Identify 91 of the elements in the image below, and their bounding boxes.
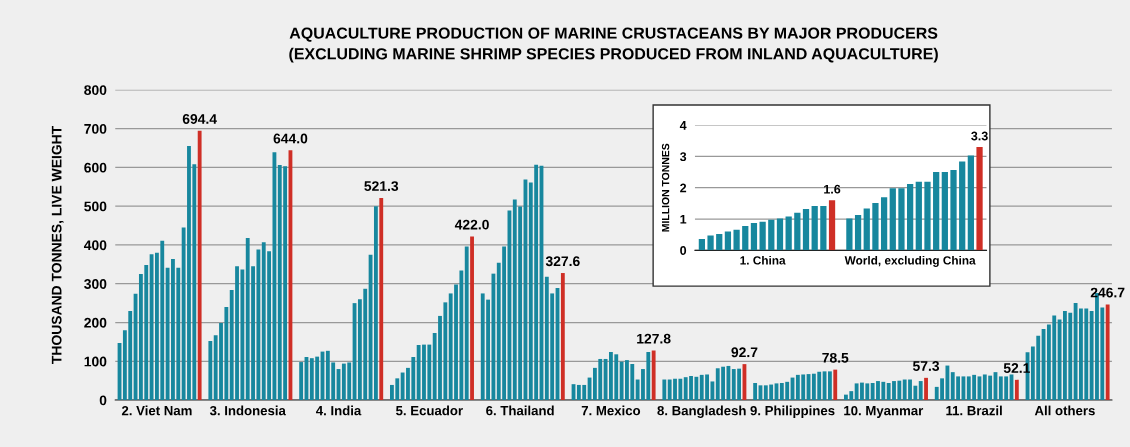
x-tick-label: World, excluding China — [844, 255, 976, 267]
x-tick-label: 10. Myanmar — [844, 405, 924, 418]
bar — [854, 214, 862, 251]
bar — [373, 206, 378, 401]
bar — [776, 218, 784, 251]
y-tick-label: 300 — [84, 279, 107, 289]
data-label: 422.0 — [454, 219, 489, 230]
x-tick-label: 8. Bangladesh — [657, 405, 746, 418]
bar — [470, 236, 474, 401]
y-tick-label: 700 — [84, 123, 107, 134]
bar — [759, 221, 766, 251]
bar — [918, 381, 923, 401]
x-tick-label: 2. Viet Nam — [121, 405, 192, 416]
bar — [898, 188, 905, 251]
bar — [208, 341, 213, 401]
x-tick-label: 7. Mexico — [581, 405, 641, 416]
bar — [753, 383, 758, 401]
data-label: 644.0 — [273, 133, 308, 144]
data-label: 57.3 — [912, 361, 940, 371]
y-axis-title: THOUSAND TONNES, LIVE WEIGHT — [51, 126, 64, 364]
x-tick-label: 3. Indonesia — [209, 405, 286, 416]
data-label: 127.8 — [637, 333, 671, 344]
bar — [889, 188, 896, 251]
y-tick-label: 2 — [680, 183, 687, 193]
data-label: 78.5 — [822, 352, 849, 363]
y-tick-label: 1 — [680, 214, 687, 224]
bar — [924, 377, 928, 401]
bar — [811, 205, 818, 251]
bar — [651, 350, 656, 401]
bar — [828, 200, 836, 251]
bar — [976, 147, 983, 251]
bar — [959, 161, 966, 251]
bar — [733, 229, 740, 251]
data-label: 92.7 — [731, 347, 758, 358]
x-tick-label: 5. Ecuador — [396, 405, 463, 416]
bar — [716, 234, 723, 251]
bar — [794, 212, 801, 251]
bar — [560, 273, 565, 401]
bar — [950, 169, 957, 251]
bar — [1014, 379, 1019, 401]
x-tick-label: All others — [1034, 405, 1095, 416]
data-label: 327.6 — [545, 256, 580, 267]
bar — [846, 218, 853, 251]
x-tick-label: 4. India — [315, 405, 362, 416]
x-tick-label: 1. China — [740, 255, 786, 265]
x-tick-label: 9. Philippines — [750, 405, 835, 418]
data-label: 694.4 — [182, 114, 217, 124]
y-axis-title: MILLION TONNES — [661, 143, 670, 232]
data-label: 521.3 — [364, 181, 399, 192]
bar — [907, 183, 914, 251]
bar — [863, 208, 870, 251]
bar — [941, 172, 948, 251]
bar — [750, 223, 758, 251]
bar — [915, 181, 922, 251]
bar — [872, 203, 879, 251]
bar — [662, 379, 667, 401]
bar — [820, 205, 827, 251]
bar — [707, 235, 714, 251]
y-tick-label: 4 — [679, 121, 687, 130]
x-tick-label: 11. Brazil — [946, 405, 1002, 416]
bar — [924, 181, 931, 251]
bar — [802, 209, 810, 251]
y-tick-label: 100 — [84, 356, 107, 367]
y-tick-label: 600 — [84, 162, 107, 173]
y-tick-label: 400 — [83, 240, 107, 251]
bar — [967, 155, 974, 251]
y-tick-label: 0 — [680, 246, 687, 255]
bar — [724, 231, 732, 251]
y-tick-label: 500 — [84, 201, 107, 212]
y-tick-label: 200 — [84, 317, 107, 328]
chart-title: AQUACULTURE PRODUCTION OF MARINE CRUSTACEANS BY MAJOR PRODUCERS (EXCLUDING MARINE SHRIMP SPECIES PRODUCED FROM INLAND AQUACULTURE) — [289, 27, 938, 63]
bar — [827, 371, 832, 401]
x-tick-label: 6. Thailand — [486, 405, 554, 416]
y-tick-label: 800 — [84, 85, 107, 96]
data-label: 1.6 — [824, 184, 841, 194]
data-label: 246.7 — [1090, 287, 1125, 298]
bar — [299, 362, 304, 401]
bar — [464, 246, 469, 401]
bar — [880, 197, 888, 251]
bar — [379, 197, 384, 401]
y-tick-label: 0 — [99, 395, 107, 406]
bar — [1105, 304, 1110, 401]
bar — [742, 225, 749, 251]
bar — [933, 172, 940, 251]
bar — [833, 369, 838, 401]
bar — [768, 219, 775, 251]
bar — [785, 216, 792, 251]
data-label: 3.3 — [971, 131, 988, 141]
bar — [698, 239, 706, 251]
y-tick-label: 3 — [679, 152, 687, 162]
bar — [197, 130, 202, 401]
